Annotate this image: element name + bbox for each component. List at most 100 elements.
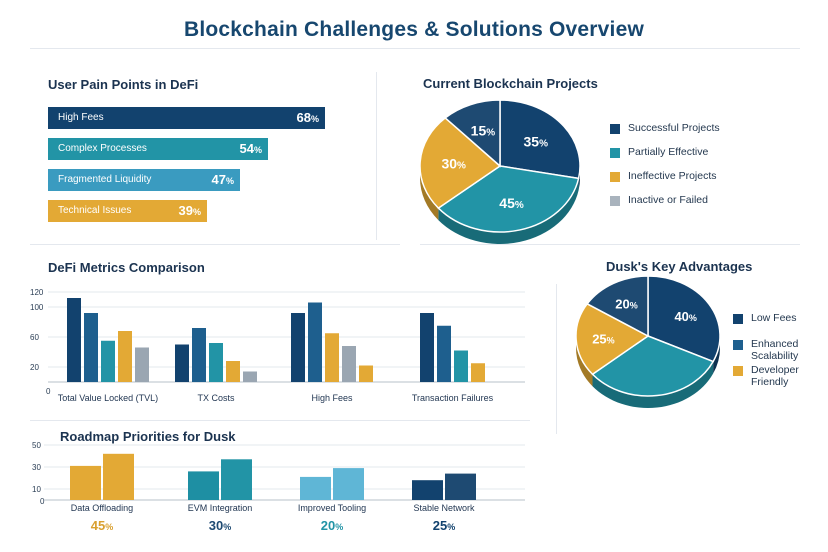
- y-tick-label: 60: [30, 333, 39, 342]
- legend-swatch: [610, 124, 620, 134]
- roadmap-percent-label: 30%: [209, 518, 231, 533]
- metric-bar: [243, 371, 257, 382]
- metric-bar: [454, 350, 468, 382]
- advantages-pie-chart: 40% 25% 20%: [575, 275, 721, 408]
- roadmap-bar: [412, 480, 443, 500]
- pain-bar: Fragmented Liquidity 47%: [48, 169, 240, 191]
- pie-slice-label: 15%: [471, 122, 496, 138]
- metrics-bar-chart: 0 20 60 100 120 Total Value Locked (TVL) TX Co…: [30, 288, 525, 403]
- legend-label: Partially Effective: [628, 146, 709, 158]
- legend-label: Successful Projects: [628, 122, 720, 134]
- y-tick-label: 50: [32, 441, 41, 450]
- legend-label: Developer Friendly: [751, 364, 799, 388]
- metric-bar: [135, 347, 149, 382]
- pie-slice-side: [438, 178, 579, 244]
- roadmap-bar: [300, 476, 331, 500]
- pie-slice-label: 20%: [615, 296, 637, 311]
- metric-bar: [437, 325, 451, 382]
- divider-right-mid: [420, 244, 800, 245]
- pain-bar-value: 68%: [297, 110, 319, 125]
- pain-bar-number: 47: [211, 172, 226, 187]
- pie-slice: [575, 302, 650, 376]
- roadmap-bar: [445, 473, 476, 500]
- pain-bar-value: 54%: [240, 141, 262, 156]
- pie-slice-label: 45%: [499, 195, 524, 211]
- x-category-label: Improved Tooling: [298, 503, 366, 513]
- pain-bar-number: 68: [296, 110, 311, 125]
- roadmap-bar: [70, 465, 101, 500]
- x-category-label: Data Offloading: [71, 503, 133, 513]
- metric-bar: [84, 313, 98, 382]
- y-tick-label: 0: [46, 387, 51, 396]
- legend-swatch: [610, 148, 620, 158]
- vertical-divider-top: [376, 72, 377, 240]
- pie-slice: [499, 99, 581, 180]
- metrics-title: DeFi Metrics Comparison: [48, 260, 205, 275]
- pain-bar-value: 39%: [179, 203, 201, 218]
- metric-bar: [342, 346, 356, 382]
- legend-swatch: [733, 366, 743, 376]
- divider-left-mid: [30, 244, 400, 245]
- pain-bar-unit: %: [310, 114, 319, 124]
- pain-bar-value: 47%: [212, 172, 234, 187]
- pie-slice: [444, 99, 501, 168]
- y-tick-label: 100: [30, 303, 44, 312]
- x-category-label: Transaction Failures: [412, 393, 494, 403]
- roadmap-percent-label: 25%: [433, 518, 455, 533]
- pie-slice-label: 35%: [524, 134, 549, 150]
- roadmap-bar: [221, 459, 252, 500]
- legend-swatch: [733, 340, 743, 350]
- pie-slice-side: [420, 166, 439, 221]
- roadmap-percent-label: 20%: [321, 518, 343, 533]
- pie-slice: [591, 335, 715, 397]
- pie-slice: [586, 275, 649, 338]
- pie-slice: [437, 165, 580, 233]
- pie-slice-side: [592, 361, 714, 408]
- pie-slice-label: 25%: [592, 331, 614, 346]
- pie-slice: [419, 116, 502, 210]
- legend-label: Enhanced Scalability: [751, 338, 799, 362]
- pain-bar-unit: %: [253, 145, 262, 155]
- legend-swatch: [733, 314, 743, 324]
- roadmap-percent-label: 45%: [91, 518, 113, 533]
- page-title: Blockchain Challenges & Solutions Overvi…: [183, 18, 645, 41]
- metric-bar: [226, 361, 240, 382]
- x-category-label: Total Value Locked (TVL): [58, 393, 158, 403]
- x-category-label: TX Costs: [197, 393, 235, 403]
- roadmap-bar: [188, 471, 219, 500]
- pain-bar-unit: %: [192, 207, 201, 217]
- pain-bar-label: High Fees: [58, 112, 104, 123]
- vertical-divider-bottom: [556, 284, 557, 434]
- projects-title: Current Blockchain Projects: [423, 76, 598, 91]
- legend-swatch: [610, 172, 620, 182]
- metric-bar: [420, 313, 434, 382]
- legend-label: Ineffective Projects: [628, 170, 717, 182]
- divider-roadmap: [30, 420, 530, 421]
- roadmap-bar-chart: 0 10 30 50 Data Offloading 45% EVM Integration…: [32, 441, 525, 533]
- y-tick-label: 0: [40, 497, 45, 506]
- x-category-label: High Fees: [311, 393, 353, 403]
- metric-bar: [325, 333, 339, 382]
- pain-bar-number: 54: [239, 141, 254, 156]
- pain-bar-label: Technical Issues: [58, 205, 132, 216]
- pain-bar: Technical Issues 39%: [48, 200, 207, 222]
- pie-slice-label: 30%: [441, 156, 466, 172]
- metric-bar: [175, 344, 189, 382]
- metric-bar: [308, 302, 322, 382]
- legend-swatch: [610, 196, 620, 206]
- metric-bar: [209, 343, 223, 382]
- pain-bar: Complex Processes 54%: [48, 138, 268, 160]
- pie-slice-label: 40%: [674, 309, 696, 324]
- y-tick-label: 20: [30, 363, 39, 372]
- metric-bar: [67, 298, 81, 382]
- x-category-label: EVM Integration: [188, 503, 253, 513]
- metric-bar: [101, 340, 115, 382]
- roadmap-bar: [333, 468, 364, 500]
- metric-bar: [192, 328, 206, 382]
- pie-slice-side: [576, 336, 593, 387]
- pain-bar-label: Complex Processes: [58, 143, 147, 154]
- pain-bar-number: 39: [178, 203, 193, 218]
- y-tick-label: 10: [32, 485, 41, 494]
- title-divider: [30, 48, 800, 49]
- metric-bar: [291, 313, 305, 382]
